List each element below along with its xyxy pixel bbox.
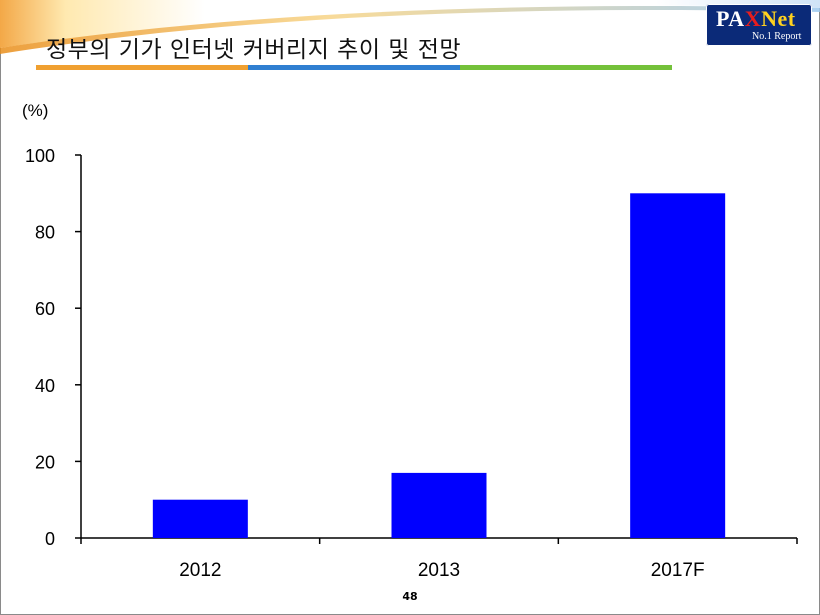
y-tick-label: 80 (35, 223, 55, 243)
x-tick-label: 2013 (418, 560, 460, 581)
paxnet-logo: PAXNet No.1 Report (706, 4, 812, 46)
page-number: 48 (402, 590, 418, 603)
title-underline-blue (248, 65, 460, 70)
bar-2012 (152, 499, 248, 538)
y-axis: 0 20 40 60 80 100 (25, 146, 82, 549)
x-axis: 2012 2013 2017F (80, 537, 798, 581)
logo-wordmark: PAXNet (716, 6, 796, 32)
logo-pa: PA (716, 6, 745, 31)
bar-2017f (630, 193, 726, 539)
logo-net: Net (761, 6, 796, 31)
header-swoosh (0, 0, 820, 54)
bars (152, 193, 726, 539)
y-tick-label: 60 (35, 299, 55, 319)
slide-title: 정부의 기가 인터넷 커버리지 추이 및 전망 (46, 37, 462, 63)
logo-x: X (744, 6, 762, 31)
y-tick-label: 40 (35, 376, 55, 396)
y-tick-label: 100 (25, 146, 55, 166)
title-underline-green (460, 65, 672, 70)
logo-tagline: No.1 Report (752, 31, 802, 42)
title-underline (36, 65, 672, 70)
bar-2013 (391, 472, 487, 538)
x-tick-label: 2012 (179, 560, 221, 581)
x-tick-label: 2017F (651, 560, 705, 581)
title-underline-orange (36, 65, 248, 70)
y-tick-label: 20 (35, 452, 55, 472)
y-tick-label: 0 (45, 529, 55, 549)
y-unit-label: (%) (22, 101, 48, 120)
